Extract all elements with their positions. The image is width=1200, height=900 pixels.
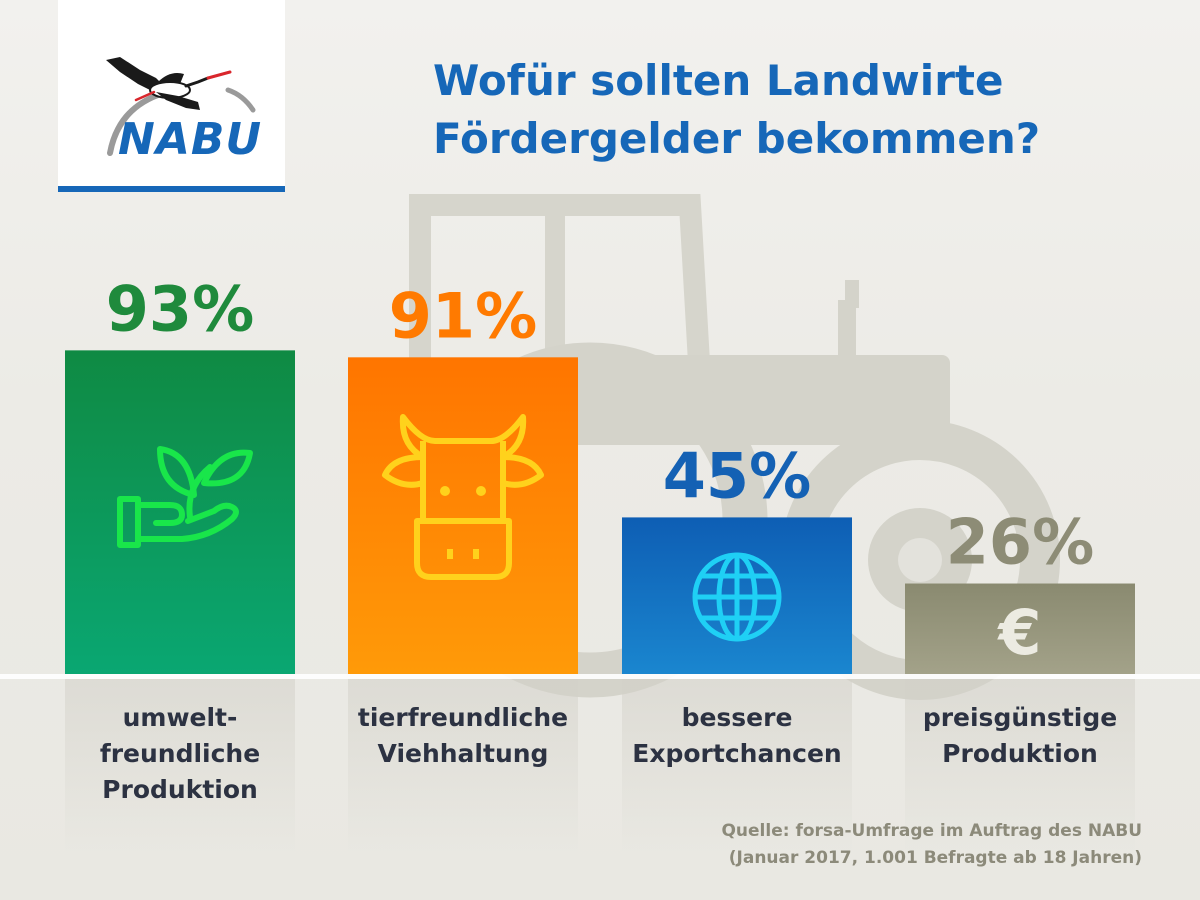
category-label: preisgünstige Produktion xyxy=(890,700,1150,772)
bar-shade xyxy=(905,679,1135,859)
source-note: Quelle: forsa-Umfrage im Auftrag des NAB… xyxy=(622,818,1142,872)
bar-shade xyxy=(622,679,852,859)
svg-text:€: € xyxy=(996,596,1041,669)
source-line-2: (Januar 2017, 1.001 Befragte ab 18 Jahre… xyxy=(728,848,1142,868)
bar-shade xyxy=(65,679,295,859)
category-label-line: Viehhaltung xyxy=(377,739,549,768)
title-line-1: Wofür sollten Landwirte xyxy=(433,56,1004,105)
category-label-line: tierfreundliche xyxy=(357,703,569,732)
category-label-line: preisgünstige xyxy=(922,703,1118,732)
category-label-line: umwelt- xyxy=(122,703,238,732)
page-title: Wofür sollten Landwirte Fördergelder bek… xyxy=(433,52,1153,168)
source-line-1: Quelle: forsa-Umfrage im Auftrag des NAB… xyxy=(721,821,1142,841)
category-label: umwelt- freundliche Produktion xyxy=(50,700,310,808)
logo-text: NABU xyxy=(118,114,263,165)
euro-icon: € xyxy=(996,596,1041,669)
value-label: 91% xyxy=(389,279,537,352)
category-label-line: Produktion xyxy=(942,739,1098,768)
stork-icon xyxy=(106,57,256,156)
category-label: bessere Exportchancen xyxy=(607,700,867,772)
bar-shade xyxy=(348,679,578,859)
value-label: 93% xyxy=(106,272,254,345)
category-label-line: freundliche xyxy=(99,739,261,768)
category-label-line: Produktion xyxy=(102,775,258,804)
plant-in-hand-icon xyxy=(117,446,253,548)
category-label: tierfreundliche Viehhaltung xyxy=(333,700,593,772)
nabu-logo[interactable]: NABU xyxy=(58,0,285,192)
chart-baseline xyxy=(0,674,1200,679)
category-label-line: bessere xyxy=(681,703,793,732)
cow-head-icon xyxy=(382,414,544,580)
value-label: 45% xyxy=(663,439,811,512)
globe-icon xyxy=(692,552,782,642)
bar-4 xyxy=(905,583,1135,674)
title-line-2: Fördergelder bekommen? xyxy=(433,114,1041,163)
value-label: 26% xyxy=(946,506,1094,579)
bar-2 xyxy=(348,357,578,674)
category-label-line: Exportchancen xyxy=(632,739,842,768)
